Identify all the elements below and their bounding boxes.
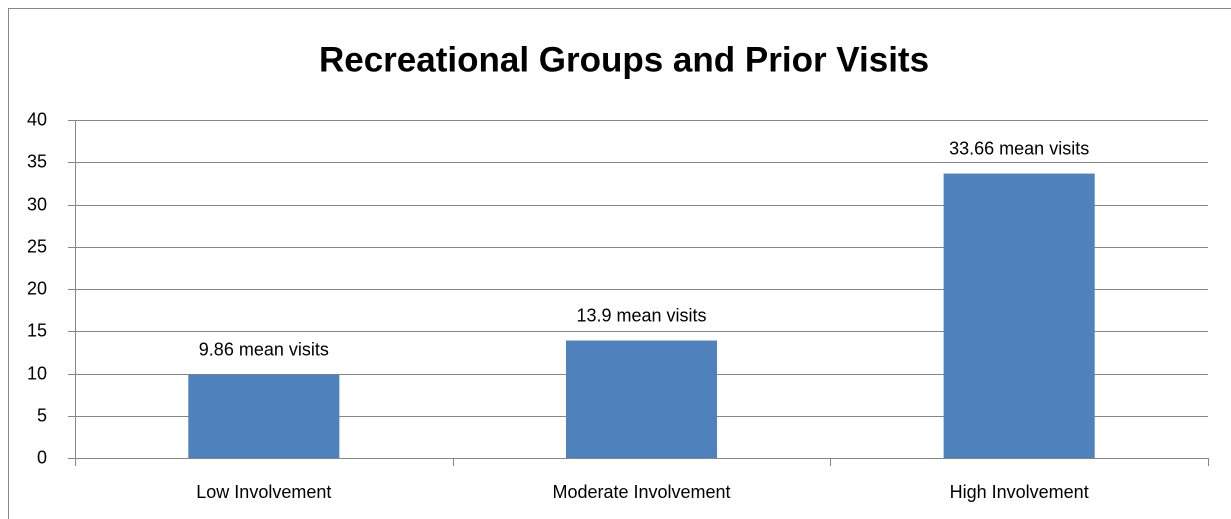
x-tick-label: Moderate Involvement bbox=[552, 482, 730, 502]
data-label: 9.86 mean visits bbox=[199, 339, 329, 359]
y-tick-label: 0 bbox=[37, 447, 47, 467]
y-tick-label: 35 bbox=[27, 151, 47, 171]
chart-title: Recreational Groups and Prior Visits bbox=[319, 40, 929, 79]
data-label: 13.9 mean visits bbox=[576, 305, 706, 325]
bar bbox=[188, 374, 340, 458]
y-tick-label: 40 bbox=[27, 109, 47, 129]
y-tick-label: 25 bbox=[27, 236, 47, 256]
y-tick-label: 20 bbox=[27, 278, 47, 298]
x-tick-label: High Involvement bbox=[950, 482, 1089, 502]
y-tick-label: 5 bbox=[37, 405, 47, 425]
x-tick-label: Low Involvement bbox=[196, 482, 331, 502]
y-tick-label: 10 bbox=[27, 363, 47, 383]
data-label: 33.66 mean visits bbox=[949, 138, 1089, 158]
bar bbox=[943, 173, 1095, 458]
y-tick-label: 30 bbox=[27, 194, 47, 214]
bar bbox=[565, 340, 718, 458]
y-tick-label: 15 bbox=[27, 320, 47, 340]
